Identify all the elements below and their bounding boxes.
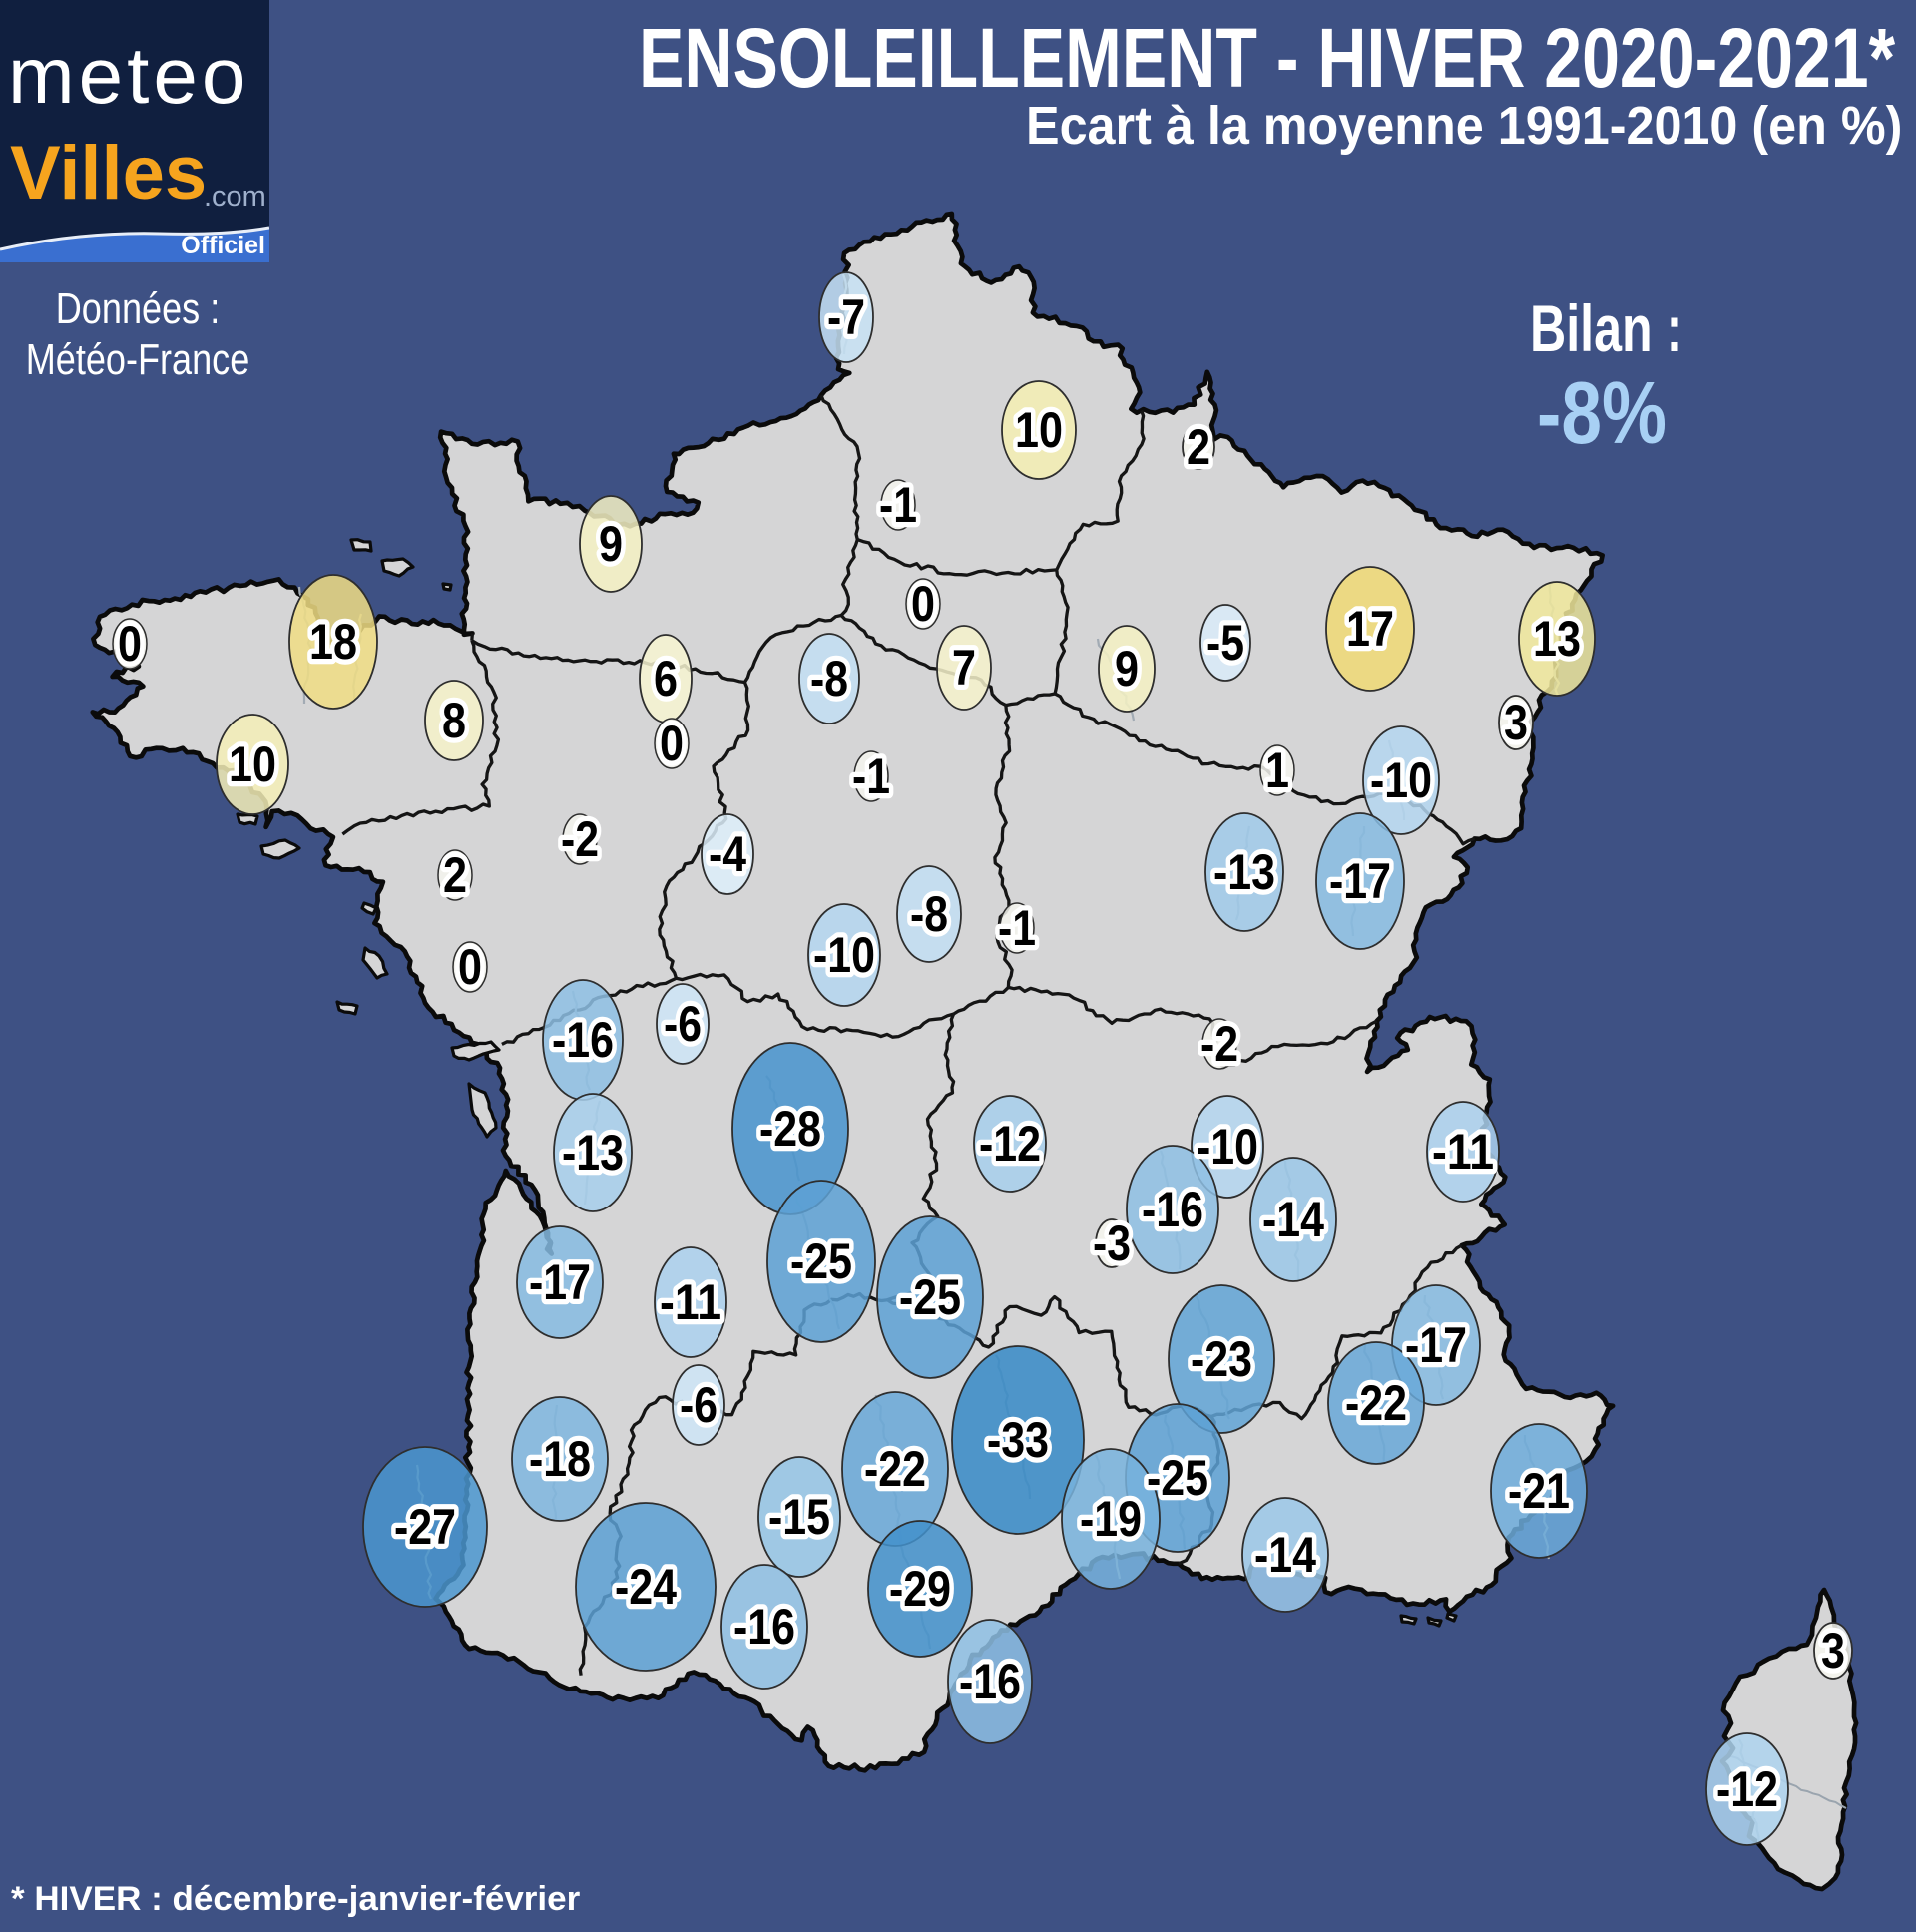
- svg-text:-13: -13: [562, 1125, 624, 1181]
- svg-text:-25: -25: [899, 1269, 961, 1325]
- svg-text:3: 3: [1821, 1623, 1845, 1679]
- svg-text:-1: -1: [879, 477, 917, 533]
- svg-text:-2: -2: [561, 811, 599, 867]
- svg-text:-19: -19: [1080, 1491, 1142, 1547]
- svg-text:6: 6: [654, 651, 678, 707]
- svg-text:10: 10: [229, 736, 276, 792]
- svg-text:-23: -23: [1191, 1331, 1252, 1387]
- svg-text:17: 17: [1346, 601, 1394, 657]
- svg-text:10: 10: [1015, 402, 1063, 458]
- svg-text:-12: -12: [1716, 1761, 1778, 1817]
- svg-text:-15: -15: [768, 1489, 830, 1545]
- svg-text:-6: -6: [680, 1377, 718, 1433]
- svg-text:-17: -17: [529, 1254, 591, 1310]
- svg-text:0: 0: [911, 576, 935, 632]
- svg-text:-27: -27: [394, 1499, 456, 1555]
- svg-text:-2: -2: [1200, 1016, 1238, 1072]
- svg-text:-10: -10: [1370, 752, 1432, 808]
- svg-text:-14: -14: [1254, 1527, 1316, 1583]
- svg-text:1: 1: [1265, 742, 1289, 798]
- svg-text:-10: -10: [813, 927, 875, 983]
- svg-text:-33: -33: [987, 1412, 1049, 1468]
- svg-text:-8: -8: [910, 886, 948, 942]
- svg-text:13: 13: [1533, 611, 1581, 667]
- svg-text:9: 9: [1115, 641, 1139, 697]
- svg-text:-13: -13: [1213, 844, 1275, 900]
- svg-text:-24: -24: [615, 1559, 677, 1615]
- svg-text:-16: -16: [733, 1599, 795, 1655]
- svg-text:-21: -21: [1508, 1463, 1570, 1519]
- svg-text:-1: -1: [998, 900, 1036, 956]
- svg-text:-28: -28: [759, 1101, 821, 1157]
- svg-text:-17: -17: [1405, 1317, 1467, 1373]
- svg-text:-7: -7: [827, 289, 865, 345]
- svg-text:0: 0: [458, 939, 482, 995]
- svg-text:18: 18: [309, 614, 357, 670]
- svg-text:9: 9: [599, 516, 623, 572]
- svg-text:-11: -11: [660, 1274, 721, 1330]
- svg-text:-17: -17: [1329, 853, 1391, 909]
- svg-text:3: 3: [1504, 695, 1528, 750]
- svg-text:2: 2: [1187, 419, 1210, 475]
- svg-text:-16: -16: [959, 1654, 1021, 1709]
- svg-text:-11: -11: [1432, 1124, 1494, 1180]
- svg-text:-10: -10: [1197, 1119, 1258, 1175]
- svg-text:-16: -16: [1142, 1182, 1203, 1237]
- svg-text:-4: -4: [709, 826, 746, 882]
- svg-text:-14: -14: [1262, 1192, 1324, 1247]
- svg-text:-3: -3: [1093, 1215, 1131, 1271]
- svg-text:7: 7: [952, 640, 976, 696]
- svg-text:8: 8: [442, 693, 466, 748]
- svg-text:-25: -25: [1147, 1450, 1208, 1506]
- svg-text:2: 2: [443, 847, 467, 903]
- svg-text:-29: -29: [889, 1561, 951, 1617]
- svg-text:-25: -25: [790, 1233, 852, 1289]
- svg-text:-22: -22: [1345, 1375, 1407, 1431]
- svg-text:-1: -1: [852, 748, 890, 804]
- svg-text:0: 0: [118, 616, 142, 672]
- svg-text:-6: -6: [664, 996, 702, 1052]
- svg-text:-18: -18: [529, 1431, 591, 1487]
- svg-text:-5: -5: [1206, 615, 1244, 671]
- svg-text:-22: -22: [864, 1441, 926, 1497]
- svg-text:-8: -8: [810, 651, 848, 707]
- svg-text:-12: -12: [979, 1116, 1041, 1172]
- svg-text:0: 0: [660, 716, 684, 771]
- svg-text:-16: -16: [552, 1012, 614, 1068]
